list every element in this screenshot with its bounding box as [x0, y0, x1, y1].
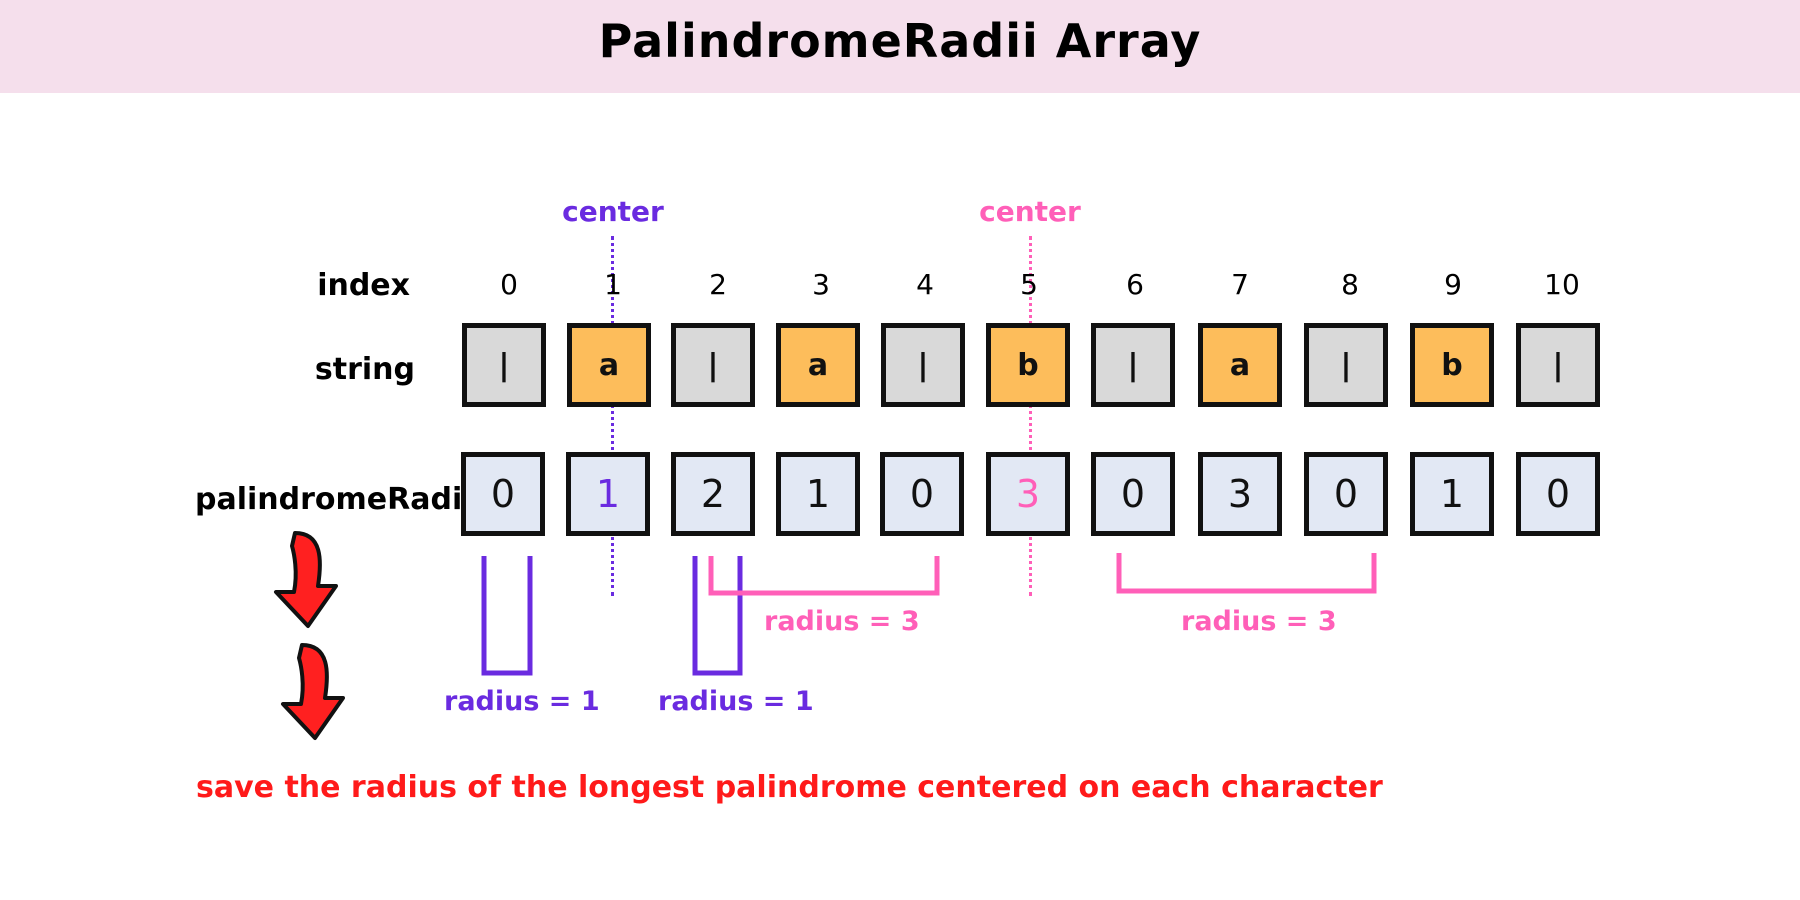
radii-cell-5: 3	[986, 452, 1070, 536]
curved-arrow-icon-2	[281, 643, 345, 740]
index-9: 9	[1444, 268, 1462, 301]
index-3: 3	[812, 268, 830, 301]
string-cell-10: |	[1516, 323, 1600, 407]
radii-cell-4: 0	[880, 452, 964, 536]
string-cell-5: b	[986, 323, 1070, 407]
radii-cell-1: 1	[566, 452, 650, 536]
center-line-purple	[611, 236, 614, 596]
string-cell-2: |	[671, 323, 755, 407]
index-10: 10	[1544, 268, 1580, 301]
radius-bracket-pink-b	[1116, 553, 1377, 594]
index-row-label: index	[317, 268, 410, 303]
curved-arrow-icon-1	[274, 531, 338, 628]
string-cell-4: |	[881, 323, 965, 407]
index-0: 0	[500, 268, 518, 301]
page-title: PalindromeRadii Array	[598, 14, 1202, 68]
radius-label-purple-b: radius = 1	[658, 686, 814, 717]
index-6: 6	[1126, 268, 1144, 301]
index-2: 2	[709, 268, 727, 301]
radius-bracket-purple-a	[481, 556, 533, 676]
index-5: 5	[1020, 268, 1038, 301]
radii-cell-9: 1	[1410, 452, 1494, 536]
string-cell-9: b	[1410, 323, 1494, 407]
index-1: 1	[604, 268, 622, 301]
radius-label-purple-a: radius = 1	[444, 686, 600, 717]
center-label-pink: center	[979, 195, 1081, 228]
radius-bracket-purple-b	[692, 556, 743, 676]
index-7: 7	[1231, 268, 1249, 301]
string-row-label: string	[314, 352, 415, 387]
radii-cell-7: 3	[1198, 452, 1282, 536]
string-cell-7: a	[1198, 323, 1282, 407]
string-cell-8: |	[1304, 323, 1388, 407]
header-banner	[0, 0, 1800, 93]
radii-cell-2: 2	[671, 452, 755, 536]
string-cell-6: |	[1091, 323, 1175, 407]
radii-cell-10: 0	[1516, 452, 1600, 536]
radii-cell-3: 1	[776, 452, 860, 536]
index-4: 4	[916, 268, 934, 301]
string-cell-1: a	[567, 323, 651, 407]
explanation-note: save the radius of the longest palindrom…	[196, 770, 1383, 805]
center-line-pink	[1029, 236, 1032, 596]
string-cell-3: a	[776, 323, 860, 407]
radius-label-pink-b: radius = 3	[1181, 606, 1337, 637]
index-8: 8	[1341, 268, 1359, 301]
center-label-purple: center	[562, 195, 664, 228]
radii-cell-8: 0	[1304, 452, 1388, 536]
radius-label-pink-a: radius = 3	[764, 606, 920, 637]
radius-bracket-pink-a	[708, 556, 940, 596]
radii-cell-0: 0	[461, 452, 545, 536]
radii-cell-6: 0	[1091, 452, 1175, 536]
string-cell-0: |	[462, 323, 546, 407]
